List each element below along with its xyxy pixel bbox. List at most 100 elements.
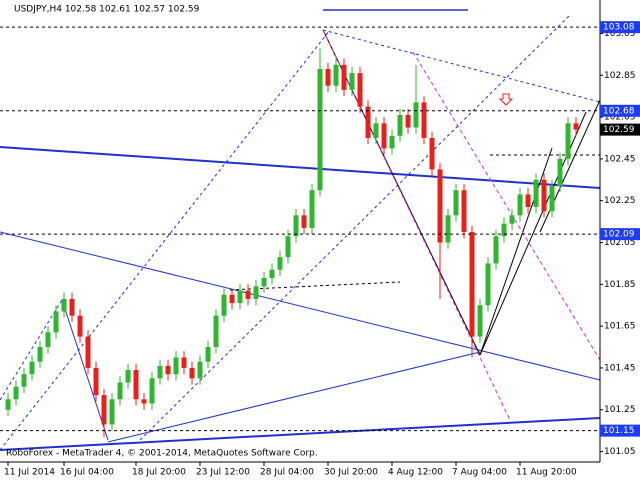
candle-body	[197, 361, 203, 379]
y-tick-label: 102.65	[604, 113, 636, 123]
candle-body	[317, 68, 323, 191]
candle-body	[477, 305, 483, 337]
candle-body	[181, 357, 187, 368]
candle-body	[325, 68, 331, 86]
candle-body	[133, 370, 139, 400]
trend-line	[0, 231, 601, 381]
x-tick-label: 4 Aug 12:00	[388, 468, 443, 478]
candle-body	[189, 367, 195, 379]
candle-body	[245, 290, 251, 299]
candle-body	[437, 169, 443, 243]
candle-body	[341, 64, 347, 90]
y-tick-label: 101.45	[604, 363, 636, 373]
candle-body	[109, 399, 115, 425]
candle-body	[373, 123, 379, 138]
candle-body	[517, 194, 523, 216]
candle-body	[141, 399, 147, 404]
y-tick-label: 101.25	[604, 405, 636, 415]
channel-line	[0, 29, 331, 451]
candle-body	[85, 336, 91, 368]
candle-body	[525, 194, 531, 207]
y-tick-label: 101.65	[604, 322, 636, 332]
candle-body	[93, 367, 99, 396]
candle-body	[69, 298, 75, 316]
candle-body	[37, 347, 43, 362]
level-tag	[600, 424, 640, 437]
candle-body	[165, 365, 171, 375]
candle-body	[61, 298, 67, 312]
candle-body	[301, 215, 307, 228]
y-tick-label: 101.85	[604, 280, 636, 290]
candle-body	[285, 236, 291, 258]
level-tag	[600, 104, 640, 117]
x-tick-label: 16 Jul 04:00	[60, 468, 114, 478]
level-label: 102.09	[603, 230, 635, 240]
guide-line	[229, 281, 401, 291]
candle-body	[125, 370, 131, 383]
candle-body	[213, 315, 219, 348]
x-tick-label: 30 Jul 20:00	[324, 468, 378, 478]
candle-body	[557, 158, 563, 187]
candle-body	[405, 114, 411, 128]
candle-body	[29, 361, 35, 375]
candle-body	[509, 215, 515, 224]
candle-body	[453, 190, 459, 216]
candle-body	[349, 73, 355, 90]
level-label: 102.68	[603, 106, 635, 116]
wave-line	[322, 29, 481, 356]
candle-body	[493, 236, 499, 264]
x-tick-label: 7 Aug 04:00	[452, 468, 507, 478]
candle-body	[293, 215, 299, 237]
candle-body	[397, 114, 403, 136]
wave-line	[479, 147, 553, 356]
trend-line	[0, 146, 601, 189]
candle-body	[533, 179, 539, 207]
candle-body	[277, 257, 283, 270]
chart-title: USDJPY,H4 102.58 102.61 102.57 102.59	[14, 5, 200, 15]
price-label: 102.59	[603, 125, 635, 135]
candle-body	[117, 382, 123, 400]
candle-body	[253, 286, 259, 299]
candle-body	[13, 386, 19, 400]
candle-body	[365, 106, 371, 138]
candle-body	[501, 223, 507, 237]
price-tag	[600, 123, 640, 136]
candle-body	[229, 294, 235, 304]
channel-line	[0, 299, 63, 401]
y-tick-label: 102.45	[604, 154, 636, 164]
candle-body	[469, 232, 475, 337]
candle-body	[21, 374, 27, 387]
y-tick-label: 103.05	[604, 29, 636, 39]
trend-line	[0, 417, 601, 451]
candle-body	[221, 294, 227, 316]
x-tick-label: 18 Jul 20:00	[132, 468, 186, 478]
candle-body	[309, 190, 315, 228]
candle-body	[381, 123, 387, 149]
candle-body	[205, 347, 211, 362]
candle-body	[149, 378, 155, 404]
candle-body	[565, 123, 571, 159]
x-tick-label: 11 Jul 2014	[4, 468, 55, 478]
candle-body	[261, 278, 267, 287]
candle-body	[485, 263, 491, 306]
y-tick-label: 102.05	[604, 238, 636, 248]
candle-body	[541, 179, 547, 212]
candle-body	[333, 64, 339, 86]
candle-body	[101, 395, 107, 425]
x-tick-label: 28 Jul 04:00	[260, 468, 314, 478]
candle-body	[77, 315, 83, 337]
x-tick-label: 23 Jul 12:00	[196, 468, 250, 478]
candle-body	[573, 123, 579, 130]
candle-body	[389, 135, 395, 149]
level-tag	[600, 228, 640, 241]
candle-body	[173, 357, 179, 375]
level-label: 101.15	[603, 426, 635, 436]
candle-body	[45, 332, 51, 348]
candle-body	[413, 102, 419, 128]
copyright: RoboForex - MetaTrader 4, © 2001-2014, M…	[6, 449, 318, 459]
y-tick-label: 101.05	[604, 447, 636, 457]
candle-body	[421, 102, 427, 138]
level-label: 103.08	[603, 23, 635, 33]
candle-body	[53, 311, 59, 333]
channel-line	[139, 14, 571, 441]
